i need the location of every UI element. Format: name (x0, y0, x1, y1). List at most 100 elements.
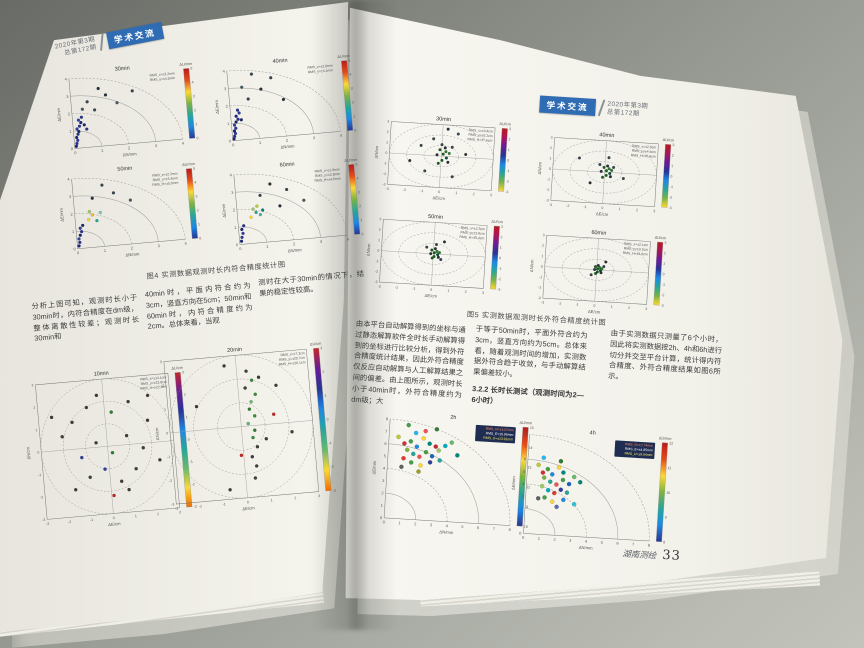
svg-text:2: 2 (508, 138, 510, 142)
svg-text:-1: -1 (190, 460, 194, 464)
svg-text:2: 2 (381, 490, 383, 495)
svg-text:60min: 60min (279, 161, 294, 168)
svg-text:RMS_y=±5.2cm: RMS_y=±5.2cm (468, 133, 493, 138)
svg-text:4: 4 (64, 76, 67, 81)
figure5-chart-60min: 60min -3 -3 -2 -2 -1 -1 0 0 1 1 2 2 3 3 RMS_x=±2.1cm RMS… (527, 223, 678, 320)
svg-text:2: 2 (294, 496, 296, 500)
svg-text:3: 3 (157, 243, 160, 248)
svg-text:7: 7 (632, 542, 634, 547)
svg-text:1: 1 (378, 238, 380, 242)
svg-text:3: 3 (31, 383, 33, 387)
svg-text:RMS_y=±2.8mm: RMS_y=±2.8mm (315, 172, 341, 178)
svg-text:6: 6 (524, 456, 526, 461)
svg-text:ΔE/cm: ΔE/cm (432, 195, 445, 201)
svg-text:1: 1 (381, 503, 383, 508)
svg-text:0: 0 (239, 246, 242, 251)
svg-text:10: 10 (666, 491, 670, 495)
svg-text:-3: -3 (497, 288, 500, 292)
svg-text:ΔN/cm: ΔN/cm (25, 446, 31, 459)
svg-text:0: 0 (593, 304, 595, 308)
svg-text:RMS_x=±2.2mm: RMS_x=±2.2mm (152, 171, 178, 177)
svg-text:3: 3 (351, 86, 353, 90)
svg-text:-1: -1 (38, 473, 42, 477)
svg-text:2: 2 (194, 108, 196, 112)
svg-text:3: 3 (358, 190, 360, 194)
svg-text:7: 7 (385, 429, 387, 434)
svg-text:0: 0 (361, 232, 363, 236)
svg-text:1: 1 (447, 289, 449, 293)
svg-text:ΔU/cm: ΔU/cm (171, 366, 183, 371)
svg-text:3: 3 (490, 193, 492, 197)
left-text-col1: 分析上图可知，观测时长小于30min时，内符合精度在dm级，整体离散性较差；观测… (31, 292, 140, 344)
svg-text:-1: -1 (376, 259, 379, 263)
svg-text:ΔE/cm: ΔE/cm (242, 505, 255, 511)
section-heading-3-2-2: 3.2.2 长时长测试（观测时间为2—6小时） (471, 383, 585, 406)
header-divider (597, 99, 605, 117)
svg-text:-2: -2 (169, 479, 173, 483)
svg-text:-1: -1 (670, 185, 673, 189)
svg-text:0: 0 (430, 288, 432, 292)
svg-text:RMS_E=±5.96mm: RMS_E=±5.96mm (486, 431, 514, 437)
svg-text:1: 1 (619, 207, 621, 211)
svg-text:1: 1 (508, 148, 510, 152)
svg-text:2: 2 (157, 512, 159, 516)
svg-text:0: 0 (326, 417, 328, 421)
svg-text:0: 0 (113, 516, 115, 520)
svg-text:5: 5 (190, 66, 192, 70)
svg-text:1: 1 (195, 122, 197, 126)
svg-text:50min: 50min (428, 214, 443, 221)
svg-text:3: 3 (182, 370, 184, 374)
svg-text:1: 1 (266, 244, 269, 249)
svg-text:ΔE/cm: ΔE/cm (588, 309, 601, 315)
svg-text:-2: -2 (403, 188, 406, 192)
issue-info: 2020年第3期 总第172期 (607, 100, 649, 118)
svg-text:-3: -3 (42, 518, 46, 522)
svg-text:3: 3 (543, 233, 545, 237)
issue-info: 2020年第3期 总第172期 (54, 35, 97, 59)
svg-text:2: 2 (68, 111, 71, 116)
svg-text:-1: -1 (384, 161, 387, 165)
svg-text:2: 2 (664, 251, 666, 255)
svg-text:ΔE/mm: ΔE/mm (214, 99, 220, 114)
right-page-header: 学术交流 2020年第3期 总第172期 (539, 95, 649, 120)
svg-text:ΔU/mm: ΔU/mm (179, 62, 192, 67)
svg-text:4: 4 (222, 69, 225, 74)
svg-text:2: 2 (387, 130, 389, 134)
svg-text:-1: -1 (506, 169, 509, 173)
svg-text:1: 1 (611, 305, 613, 309)
svg-text:RMS_H=±5.0mm: RMS_H=±5.0mm (152, 181, 178, 187)
svg-text:ΔE/mm: ΔE/mm (371, 460, 377, 475)
figure6-chart-4h: 4h 0 0 1 1 2 2 3 3 4 4 5 5 6 6 7 7 8 8 RMS_N=±2.74mm RMS_E=±… (508, 423, 683, 557)
svg-text:2: 2 (131, 245, 134, 250)
svg-text:0: 0 (71, 146, 74, 151)
svg-text:0: 0 (77, 250, 80, 255)
svg-text:-1: -1 (328, 441, 332, 445)
svg-text:2: 2 (379, 228, 381, 232)
svg-text:-2: -2 (199, 504, 203, 508)
svg-text:ΔN/cm: ΔN/cm (154, 427, 160, 440)
right-page-content: 学术交流 2020年第3期 总第172期 30min -3 -3 -2 -2 -1 -1 0 0… (319, 60, 762, 629)
svg-text:RMS_x=±2.8mm: RMS_x=±2.8mm (307, 64, 333, 70)
svg-text:-3: -3 (546, 198, 549, 202)
svg-text:3: 3 (430, 522, 432, 527)
svg-text:-1: -1 (420, 189, 423, 193)
svg-text:3: 3 (382, 478, 384, 483)
svg-text:2: 2 (33, 406, 35, 410)
svg-text:ΔE/mm: ΔE/mm (56, 107, 62, 122)
svg-text:1: 1 (353, 114, 355, 118)
svg-text:3: 3 (320, 346, 322, 350)
svg-text:5: 5 (384, 453, 386, 458)
svg-text:1: 1 (271, 498, 273, 502)
svg-text:0: 0 (438, 190, 440, 194)
svg-text:2: 2 (672, 154, 674, 158)
svg-text:-1: -1 (90, 518, 94, 522)
svg-text:RMS_H=±7.6cm: RMS_H=±7.6cm (467, 137, 492, 143)
svg-text:4: 4 (182, 140, 185, 145)
svg-text:RMS_x=±3.4cm: RMS_x=±3.4cm (469, 128, 494, 133)
svg-text:4: 4 (349, 72, 351, 76)
svg-text:12: 12 (669, 441, 673, 445)
svg-text:0: 0 (670, 174, 672, 178)
column-badge: 学术交流 (539, 95, 597, 116)
